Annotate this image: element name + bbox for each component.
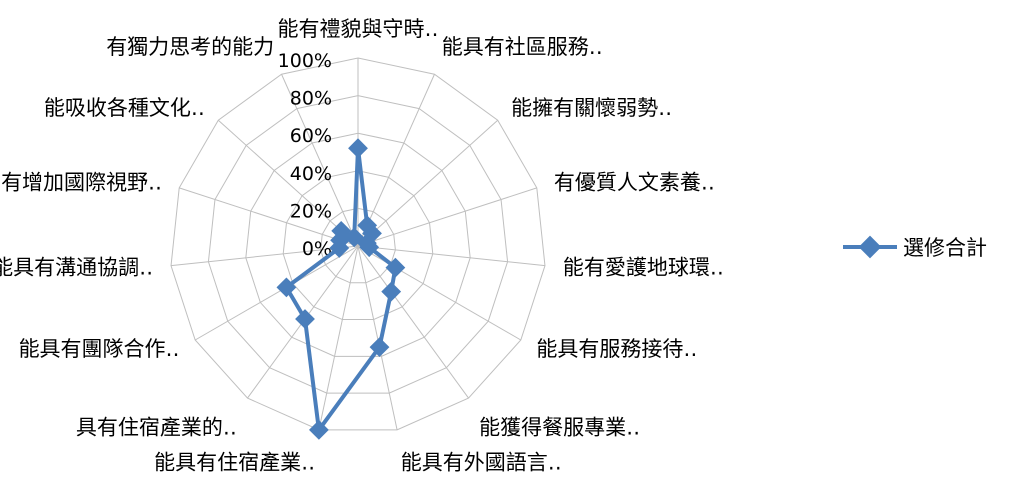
legend-label: 選修合計 [903, 236, 987, 260]
grid-spoke [179, 187, 359, 247]
grid-spoke [170, 245, 359, 267]
data-point-marker [359, 237, 380, 258]
tick-label: 0% [302, 238, 332, 260]
tick-label: 100% [278, 50, 332, 72]
grid-spoke [318, 245, 359, 430]
grid-spoke [357, 119, 499, 247]
tick-label: 80% [290, 88, 332, 110]
legend: 選修合計 [843, 235, 987, 260]
category-label: 能具有團隊合作‥ [19, 337, 180, 361]
tick-label: 40% [290, 163, 332, 185]
grid-spoke [357, 245, 546, 267]
series-layer [276, 138, 406, 440]
grid-spoke [357, 74, 435, 247]
category-label: 具有住宿產業的‥ [76, 416, 237, 440]
grid-spoke [357, 245, 469, 399]
category-label: 能吸收各種文化‥ [44, 96, 205, 120]
category-label: 能具有溝通協調‥ [0, 256, 153, 280]
grid-ring [320, 207, 396, 284]
data-point-marker [381, 281, 402, 302]
grid-spoke [217, 119, 359, 247]
category-label: 能擁有關懷弱勢‥ [511, 96, 672, 120]
data-point-marker [348, 138, 368, 159]
category-label: 能有愛護地球環‥ [563, 256, 724, 280]
tick-label: 60% [290, 125, 332, 147]
category-label: 能具有社區服務‥ [442, 35, 603, 59]
category-label: 有優質人文素養‥ [554, 170, 715, 194]
data-point-marker [344, 227, 365, 248]
category-label: 有獨力思考的能力 [106, 35, 274, 59]
grid-ring [170, 57, 546, 431]
category-label: 能具有住宿產業‥ [154, 451, 315, 475]
category-label: 能有禮貌與守時‥ [277, 17, 438, 41]
category-label: 能具有外國語言‥ [401, 451, 562, 475]
grid-ring [245, 132, 471, 357]
legend-marker [858, 235, 882, 259]
data-point-marker [385, 257, 406, 278]
data-point-marker [276, 277, 297, 298]
tick-label: 20% [290, 200, 332, 222]
category-label: 能獲得餐服專業‥ [479, 416, 640, 440]
grid-ring [282, 170, 434, 321]
category-label: 能具有服務接待‥ [536, 337, 697, 361]
category-labels: 能有禮貌與守時‥能具有社區服務‥ 能擁有關懷弱勢‥ 有優質人文素養‥ 能有愛護地球環‥… [0, 17, 724, 475]
grid-spoke [194, 245, 359, 341]
series-line [284, 146, 398, 432]
data-point-marker [295, 309, 315, 329]
category-label: 有增加國際視野‥ [1, 170, 162, 194]
grid-ring [207, 95, 509, 394]
grid-spoke [357, 245, 398, 430]
data-point-marker [369, 337, 390, 357]
grid-spoke [357, 187, 537, 247]
grid-spoke [281, 74, 359, 247]
data-point-marker [309, 420, 329, 440]
radial-axis-ticks: 0% 20% 40% 60% 80% 100% [278, 50, 332, 260]
